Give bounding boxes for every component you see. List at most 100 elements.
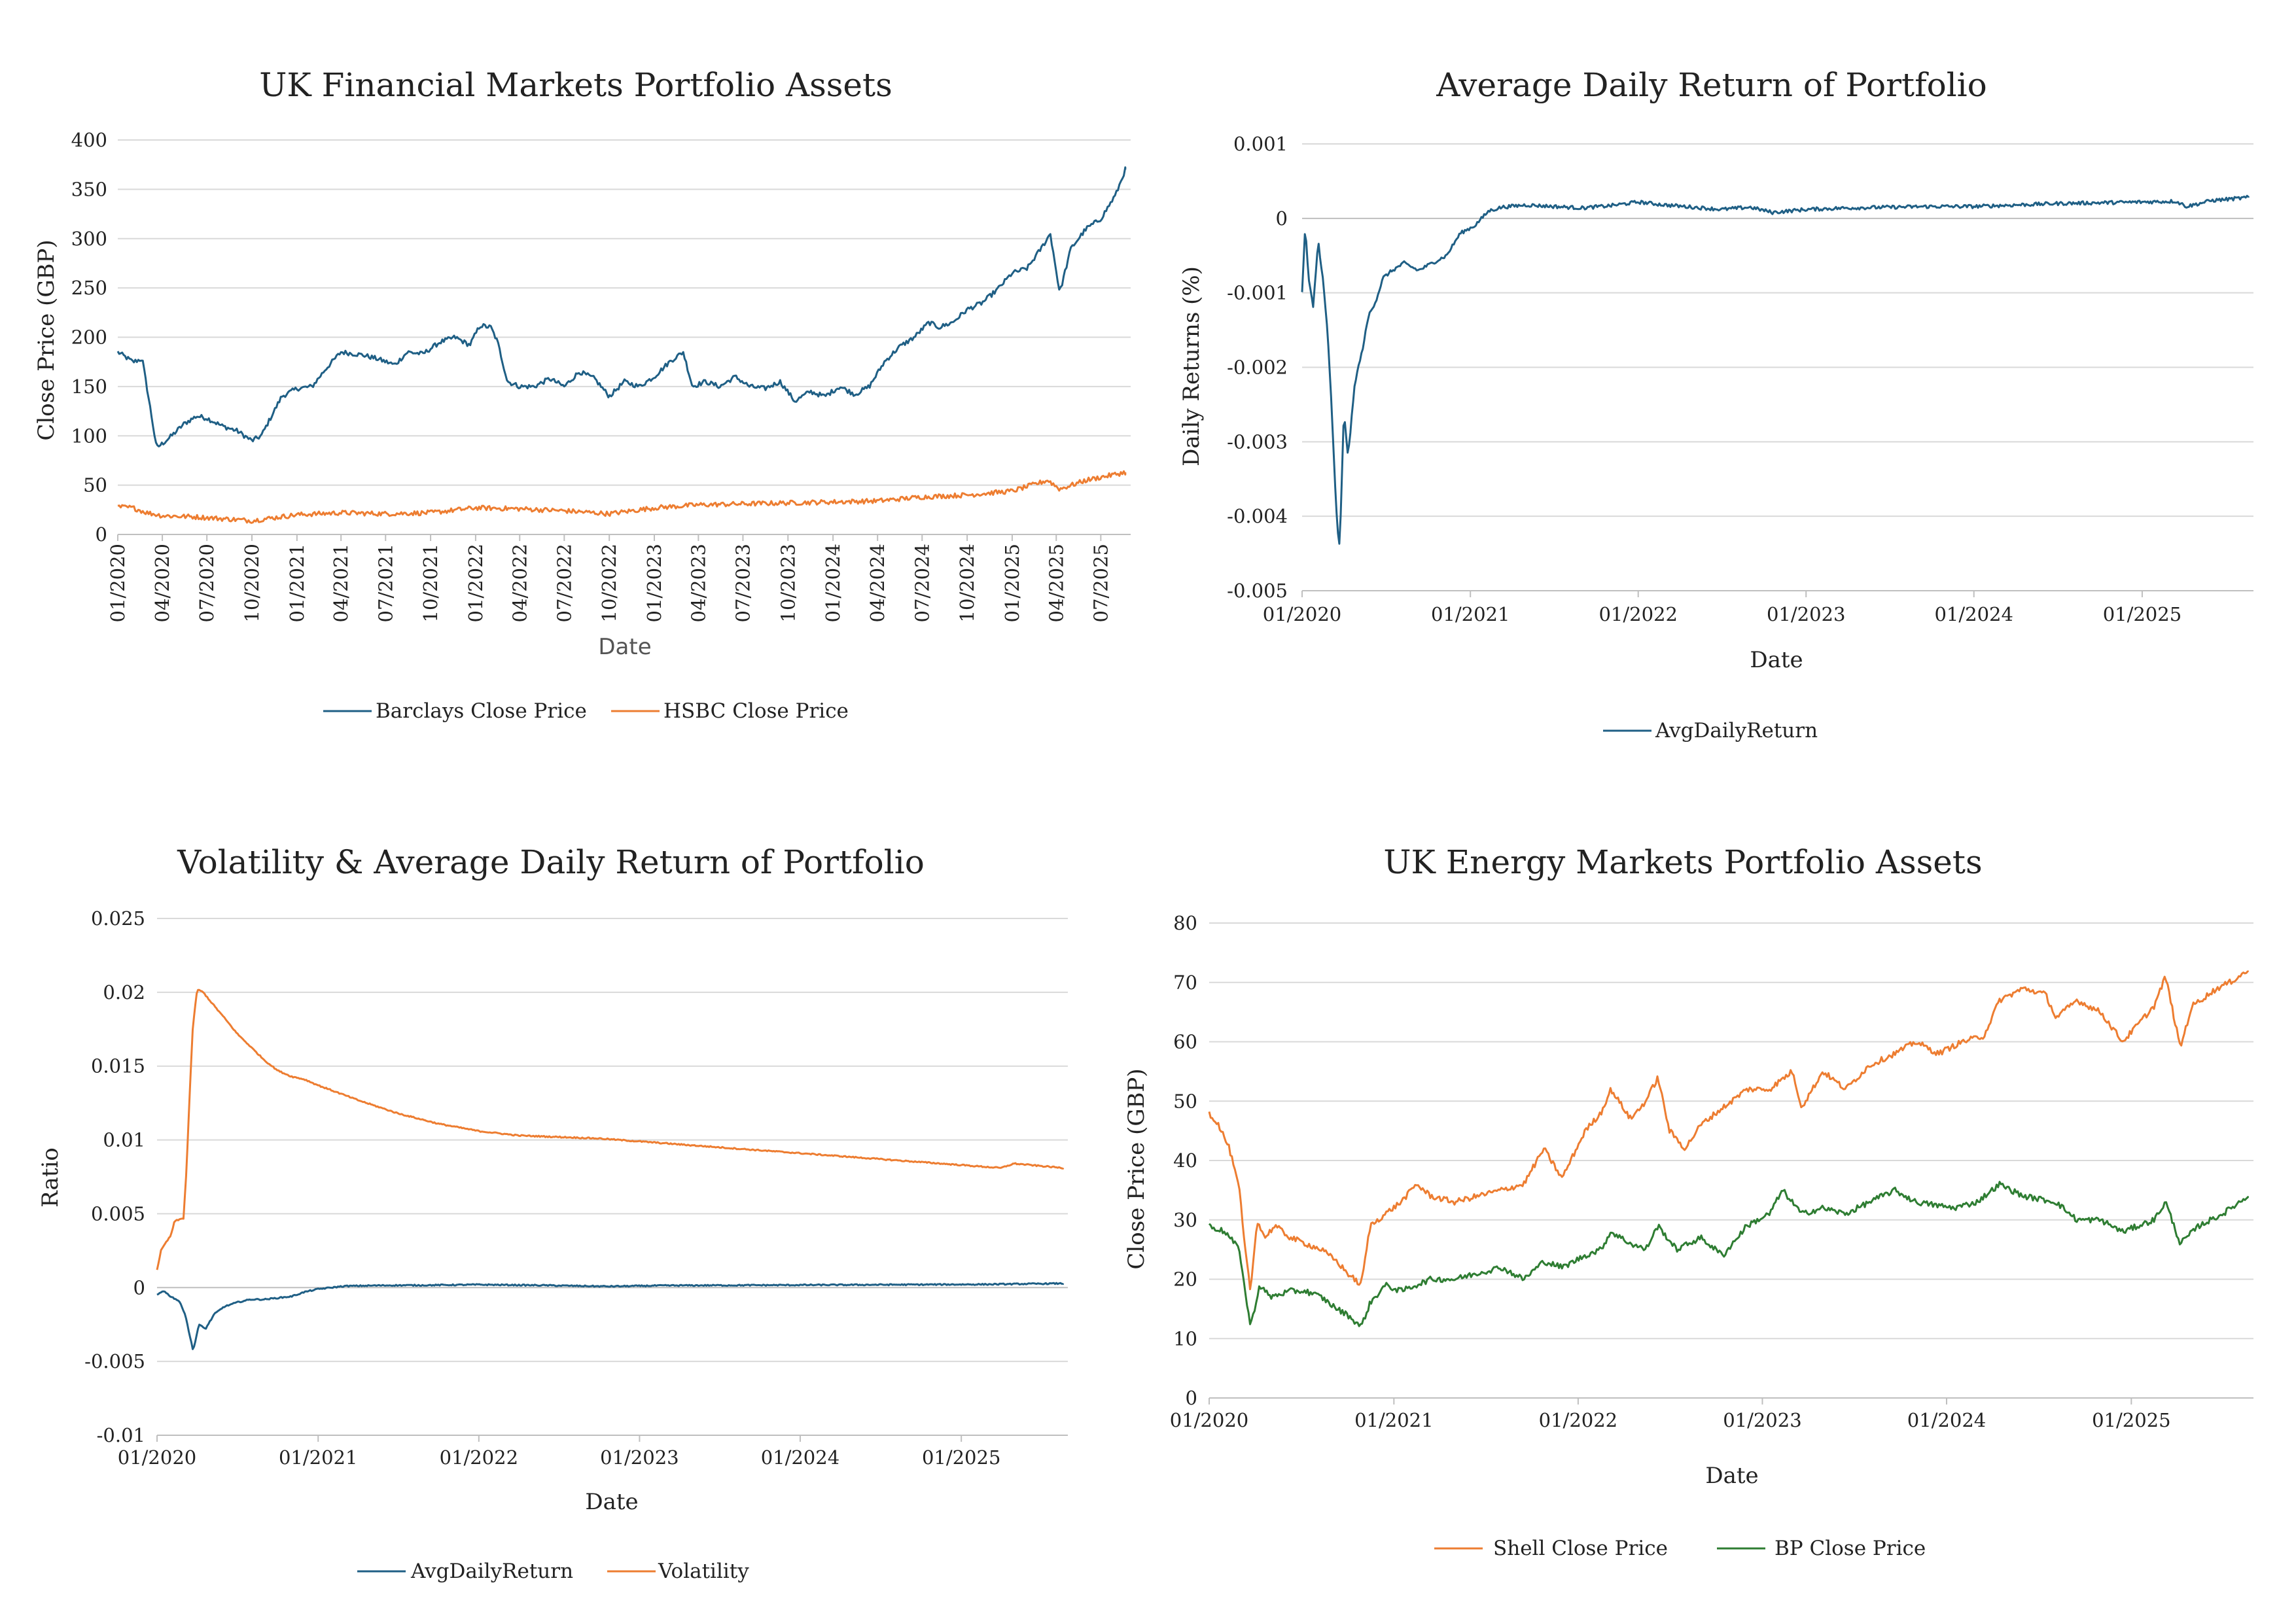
x-tick-label: 01/2021 <box>286 544 308 622</box>
x-tick-label: 01/2020 <box>118 1446 196 1469</box>
y-tick-label: 50 <box>83 474 107 497</box>
y-tick-label: 0.01 <box>103 1129 145 1151</box>
x-axis-label: Date <box>598 634 651 660</box>
y-tick-label: -0.004 <box>1227 505 1288 527</box>
chart-title: Average Daily Return of Portfolio <box>1436 66 1987 104</box>
x-tick-label: 04/2023 <box>687 544 709 622</box>
x-tick-label: 04/2024 <box>866 544 889 622</box>
x-tick-label: 01/2025 <box>2092 1409 2170 1431</box>
y-tick-label: -0.01 <box>97 1424 145 1446</box>
legend: AvgDailyReturn Volatility <box>357 1560 749 1583</box>
x-tick-label: 10/2021 <box>419 544 442 622</box>
series-line-bp-close-price <box>1208 1181 2249 1327</box>
x-tick-label: 01/2023 <box>1723 1409 1801 1431</box>
series-line-avgdailyreturn <box>1301 194 2250 545</box>
x-tick-label: 01/2020 <box>1170 1409 1248 1431</box>
y-tick-label: -0.005 <box>1227 580 1288 602</box>
chart-title: Volatility & Average Daily Return of Por… <box>177 843 925 881</box>
x-tick-label: 10/2022 <box>598 544 620 622</box>
x-tick-label: 01/2024 <box>761 1446 839 1469</box>
y-tick-label: 40 <box>1173 1149 1197 1172</box>
series-line-hsbc-close-price <box>117 470 1127 524</box>
legend: Shell Close Price BP Close Price <box>1434 1537 1926 1560</box>
y-tick-label: 60 <box>1173 1031 1197 1053</box>
y-tick-label: 0.015 <box>91 1055 145 1077</box>
legend-entry: AvgDailyReturn <box>1655 719 1818 742</box>
legend-entry: AvgDailyReturn <box>410 1560 573 1583</box>
y-tick-label: 0.025 <box>91 907 145 930</box>
y-tick-label: 0 <box>1186 1387 1197 1409</box>
x-tick-label: 01/2023 <box>600 1446 679 1469</box>
y-axis-label: Close Price (GBP) <box>33 239 60 440</box>
x-tick-label: 01/2020 <box>1263 603 1341 625</box>
chart-financial-assets: UK Financial Markets Portfolio Assets 0 5… <box>33 66 1131 723</box>
chart-avg-daily-return: Average Daily Return of Portfolio -0.005… <box>1178 66 2253 742</box>
y-tick-label: 30 <box>1173 1209 1197 1231</box>
legend-entry: HSBC Close Price <box>663 699 849 723</box>
legend-entry: Barclays Close Price <box>376 699 587 723</box>
y-axis-label: Close Price (GBP) <box>1123 1068 1150 1269</box>
y-tick-label: 0 <box>96 523 107 546</box>
legend-entry: Shell Close Price <box>1493 1537 1668 1560</box>
y-tick-label: -0.001 <box>1227 282 1288 304</box>
series-line-volatility <box>156 988 1065 1270</box>
x-tick-label: 01/2021 <box>1431 603 1510 625</box>
y-tick-label: 0.005 <box>91 1202 145 1225</box>
x-tick-label: 01/2024 <box>1934 603 2013 625</box>
y-tick-label: 150 <box>71 375 107 398</box>
x-tick-label: 01/2024 <box>1907 1409 1986 1431</box>
chart-volatility: Volatility & Average Daily Return of Por… <box>37 843 1068 1583</box>
x-tick-label: 10/2024 <box>956 544 978 622</box>
y-tick-label: -0.002 <box>1227 357 1288 379</box>
y-tick-label: 350 <box>71 178 107 200</box>
y-axis-label: Daily Returns (%) <box>1178 266 1205 466</box>
y-tick-label: -0.003 <box>1227 430 1288 453</box>
x-tick-label: 01/2022 <box>1598 603 1677 625</box>
y-tick-label: 50 <box>1173 1090 1197 1112</box>
x-tick-label: 01/2020 <box>107 544 129 622</box>
y-tick-label: 0 <box>133 1276 145 1299</box>
x-tick-label: 01/2021 <box>1354 1409 1433 1431</box>
chart-title: UK Energy Markets Portfolio Assets <box>1383 843 1982 881</box>
y-tick-label: 80 <box>1173 912 1197 934</box>
x-tick-label: 01/2025 <box>2103 603 2181 625</box>
y-tick-label: 250 <box>71 277 107 299</box>
y-tick-label: 70 <box>1173 971 1197 994</box>
x-tick-label: 07/2024 <box>911 544 933 622</box>
x-tick-label: 04/2020 <box>151 544 173 622</box>
y-tick-label: -0.005 <box>84 1350 145 1372</box>
x-axis-label: Date <box>585 1489 638 1515</box>
x-tick-label: 07/2022 <box>553 544 575 622</box>
y-tick-label: 100 <box>71 425 107 447</box>
y-tick-label: 10 <box>1173 1327 1197 1350</box>
x-tick-label: 07/2023 <box>732 544 754 622</box>
y-tick-label: 0 <box>1276 207 1288 230</box>
x-tick-label: 04/2025 <box>1045 544 1067 622</box>
y-tick-label: 300 <box>71 228 107 250</box>
x-tick-label: 10/2023 <box>777 544 799 622</box>
y-tick-label: 200 <box>71 326 107 349</box>
x-tick-label: 04/2021 <box>330 544 352 622</box>
series-line-avgdailyreturn <box>156 1282 1065 1350</box>
x-tick-label: 01/2024 <box>822 544 844 622</box>
legend-entry: Volatility <box>658 1560 749 1583</box>
x-tick-label: 07/2020 <box>196 544 218 622</box>
x-tick-label: 01/2023 <box>643 544 665 622</box>
legend: AvgDailyReturn <box>1603 719 1818 742</box>
x-tick-label: 01/2022 <box>1539 1409 1617 1431</box>
y-tick-label: 400 <box>71 129 107 151</box>
y-tick-label: 0.02 <box>103 981 145 1003</box>
x-tick-label: 01/2025 <box>1001 544 1023 622</box>
x-axis-label: Date <box>1705 1463 1758 1489</box>
x-tick-label: 04/2022 <box>508 544 531 622</box>
x-axis-label: Date <box>1750 647 1803 673</box>
series-line-barclays-close-price <box>116 166 1127 447</box>
x-tick-label: 07/2025 <box>1089 544 1112 622</box>
y-tick-label: 20 <box>1173 1268 1197 1291</box>
x-tick-label: 01/2022 <box>440 1446 518 1469</box>
x-tick-label: 10/2020 <box>241 544 263 622</box>
chart-energy-assets: UK Energy Markets Portfolio Assets 0 10 20… <box>1123 843 2253 1560</box>
y-axis-label: Ratio <box>37 1147 63 1208</box>
x-tick-label: 01/2022 <box>465 544 487 622</box>
